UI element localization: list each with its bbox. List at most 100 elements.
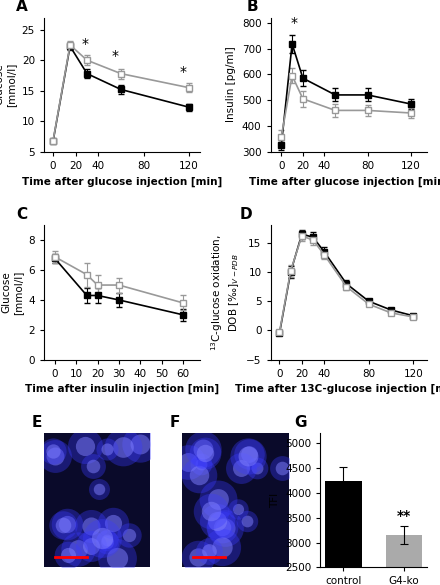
- Point: [245, 449, 252, 458]
- Point: [114, 553, 121, 563]
- Point: [195, 470, 202, 479]
- Point: [221, 524, 228, 533]
- Point: [208, 507, 215, 516]
- Point: [245, 451, 252, 460]
- Point: [198, 459, 205, 469]
- Y-axis label: $^{13}$C-glucose oxidation,
DOB [‰]$_{V-PDB}$: $^{13}$C-glucose oxidation, DOB [‰]$_{V-…: [209, 235, 241, 350]
- Point: [88, 541, 95, 550]
- Point: [75, 544, 82, 553]
- Point: [75, 544, 82, 553]
- Point: [279, 463, 286, 472]
- Point: [218, 542, 225, 552]
- Point: [65, 550, 72, 560]
- Point: [120, 443, 127, 452]
- Point: [244, 516, 251, 525]
- Point: [51, 452, 59, 461]
- Point: [98, 534, 105, 543]
- Point: [98, 534, 105, 543]
- Text: F: F: [169, 415, 180, 429]
- Point: [103, 445, 110, 454]
- Point: [199, 444, 206, 453]
- Text: C: C: [16, 207, 27, 222]
- Text: D: D: [239, 207, 252, 222]
- Point: [103, 445, 110, 454]
- X-axis label: Time after insulin injection [min]: Time after insulin injection [min]: [25, 384, 219, 394]
- Point: [214, 495, 221, 504]
- Point: [49, 446, 56, 456]
- Text: G: G: [294, 415, 306, 429]
- Point: [238, 463, 245, 472]
- Point: [202, 448, 209, 457]
- Bar: [386, 535, 422, 585]
- Point: [125, 531, 132, 540]
- Point: [63, 519, 70, 529]
- Point: [208, 507, 215, 516]
- Point: [82, 441, 89, 450]
- Point: [214, 517, 221, 526]
- Point: [59, 521, 66, 530]
- Point: [120, 443, 127, 452]
- Text: A: A: [16, 0, 28, 14]
- X-axis label: Time after glucose injection [min]: Time after glucose injection [min]: [249, 176, 440, 187]
- Bar: [325, 480, 362, 585]
- Point: [87, 521, 94, 530]
- Point: [194, 552, 202, 562]
- Point: [184, 457, 191, 467]
- Point: [103, 537, 110, 546]
- Point: [109, 518, 116, 528]
- Point: [206, 547, 213, 556]
- Point: [238, 463, 245, 472]
- Y-axis label: Insulin [pg/ml]: Insulin [pg/ml]: [226, 47, 236, 122]
- Point: [202, 448, 209, 457]
- Point: [59, 521, 66, 530]
- Point: [87, 521, 94, 530]
- Point: [218, 542, 225, 552]
- Point: [114, 553, 121, 563]
- Point: [198, 459, 205, 469]
- Point: [218, 522, 225, 532]
- Point: [244, 516, 251, 525]
- Point: [88, 541, 95, 550]
- Point: [89, 462, 96, 471]
- Point: [206, 547, 213, 556]
- Point: [125, 531, 132, 540]
- Point: [254, 463, 261, 472]
- Point: [194, 552, 202, 562]
- Point: [136, 439, 143, 449]
- Text: *: *: [112, 49, 119, 63]
- Text: B: B: [247, 0, 259, 14]
- Point: [234, 504, 241, 514]
- Point: [214, 495, 221, 504]
- Text: E: E: [31, 415, 42, 429]
- X-axis label: Time after 13C-glucose injection [min]: Time after 13C-glucose injection [min]: [235, 384, 440, 394]
- Point: [103, 537, 110, 546]
- Point: [245, 451, 252, 460]
- Point: [254, 463, 261, 472]
- Point: [245, 449, 252, 458]
- Point: [136, 439, 143, 449]
- Point: [279, 463, 286, 472]
- Point: [104, 535, 111, 545]
- Point: [221, 524, 228, 533]
- X-axis label: Time after glucose injection [min]: Time after glucose injection [min]: [22, 176, 222, 187]
- Point: [109, 518, 116, 528]
- Point: [95, 484, 102, 494]
- Point: [49, 446, 56, 456]
- Point: [195, 470, 202, 479]
- Point: [104, 535, 111, 545]
- Point: [184, 457, 191, 467]
- Point: [63, 519, 70, 529]
- Text: *: *: [81, 37, 88, 51]
- Y-axis label: Glucose
[mmol/l]: Glucose [mmol/l]: [1, 270, 23, 315]
- Point: [65, 550, 72, 560]
- Text: **: **: [397, 509, 411, 523]
- Point: [214, 517, 221, 526]
- Y-axis label: Glucose
[mmol/l]: Glucose [mmol/l]: [0, 63, 16, 107]
- Point: [89, 462, 96, 471]
- Point: [95, 484, 102, 494]
- Point: [234, 504, 241, 514]
- Y-axis label: TFI: TFI: [270, 493, 280, 508]
- Text: *: *: [180, 64, 187, 78]
- Point: [218, 522, 225, 532]
- Text: *: *: [291, 16, 298, 30]
